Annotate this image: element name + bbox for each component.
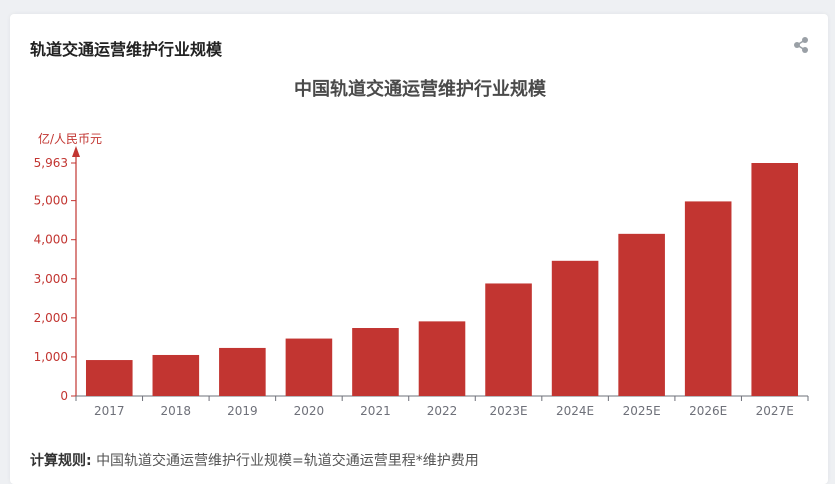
x-axis: 2017 2018 2019 2020 2021 2022 2023E 2024E 2025E 2… xyxy=(75,395,809,418)
x-tick-label: 2017 xyxy=(94,404,125,418)
bar[interactable] xyxy=(352,328,399,396)
x-tick-label: 2019 xyxy=(227,404,258,418)
bar-series xyxy=(85,163,799,396)
y-axis-arrow xyxy=(72,146,80,157)
formula-text: 中国轨道交通运营维护行业规模=轨道交通运营里程*维护费用 xyxy=(96,453,479,469)
bar[interactable] xyxy=(618,233,665,396)
bar[interactable] xyxy=(219,347,266,396)
x-tick-label: 2023E xyxy=(489,404,527,418)
bar[interactable] xyxy=(418,321,466,396)
x-tick-label: 2022 xyxy=(427,404,458,418)
bar[interactable] xyxy=(152,354,200,396)
y-tick-label: 0 xyxy=(60,389,68,403)
chart-title: 中国轨道交通运营维护行业规模 xyxy=(294,78,547,100)
bar[interactable] xyxy=(285,338,333,396)
x-tick-label: 2020 xyxy=(294,404,325,418)
bar[interactable] xyxy=(751,163,799,396)
formula: 计算规则: 中国轨道交通运营维护行业规模=轨道交通运营里程*维护费用 xyxy=(30,450,479,470)
x-tick-label: 2021 xyxy=(360,404,391,418)
y-axis-unit-label: 亿/人民币元 xyxy=(38,131,102,146)
x-tick-label: 2025E xyxy=(623,404,661,418)
bar[interactable] xyxy=(551,260,599,396)
y-tick-label: 4,000 xyxy=(34,233,68,247)
card-title: 轨道交通运营维护行业规模 xyxy=(30,40,223,59)
bar-chart: 中国轨道交通运营维护行业规模 亿/人民币元 0 1,000 2,000 3,000 4,… xyxy=(34,78,809,418)
y-tick-label: 5,963 xyxy=(34,156,68,170)
y-axis: 0 1,000 2,000 3,000 4,000 5,000 5,963 xyxy=(34,146,80,403)
y-tick-label: 2,000 xyxy=(34,311,68,325)
x-tick-label: 2027E xyxy=(756,404,794,418)
y-tick-label: 3,000 xyxy=(34,272,68,286)
bar[interactable] xyxy=(684,201,732,396)
formula-label: 计算规则: xyxy=(30,453,92,469)
y-tick-label: 1,000 xyxy=(34,350,68,364)
x-tick-label: 2026E xyxy=(689,404,727,418)
bar[interactable] xyxy=(485,283,532,396)
y-tick-label: 5,000 xyxy=(34,194,68,208)
share-icon[interactable] xyxy=(792,36,810,54)
x-tick-label: 2018 xyxy=(161,404,192,418)
bar[interactable] xyxy=(85,360,133,396)
x-tick-label: 2024E xyxy=(556,404,594,418)
